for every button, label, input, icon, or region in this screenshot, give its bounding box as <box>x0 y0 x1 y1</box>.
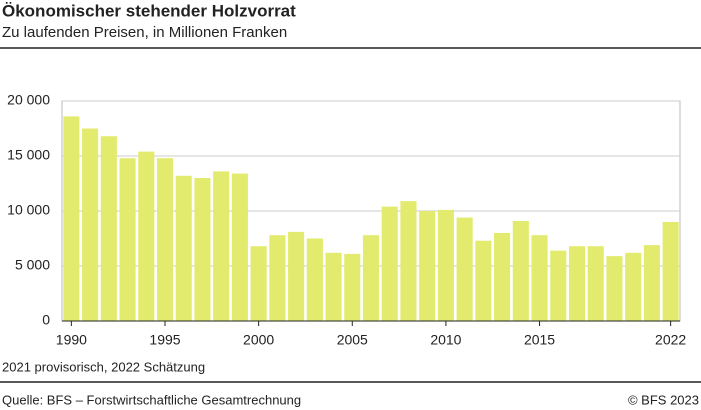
bar <box>250 246 267 321</box>
bar <box>512 220 529 321</box>
bar <box>606 256 623 321</box>
bar <box>138 151 155 321</box>
bar <box>662 222 679 321</box>
bar <box>306 238 323 321</box>
chart-note: 2021 provisorisch, 2022 Schätzung <box>2 359 205 374</box>
y-tick-label: 0 <box>42 312 50 328</box>
bar <box>437 209 454 321</box>
bar <box>550 250 567 321</box>
bar <box>194 178 211 321</box>
y-tick-label: 5 000 <box>15 257 50 273</box>
y-tick-label: 20 000 <box>7 92 50 108</box>
x-tick-label: 2000 <box>243 332 274 348</box>
bar <box>419 211 436 321</box>
bar <box>231 173 248 321</box>
bar <box>175 175 192 321</box>
bar <box>531 235 548 321</box>
bar <box>625 252 642 321</box>
y-tick-label: 10 000 <box>7 202 50 218</box>
bar <box>381 206 398 321</box>
bar <box>288 231 305 321</box>
bar <box>494 233 511 321</box>
y-tick-label: 15 000 <box>7 147 50 163</box>
bar <box>156 158 174 321</box>
x-tick-label: 2005 <box>337 332 368 348</box>
bar <box>362 235 380 321</box>
bar <box>643 245 660 321</box>
x-tick-label: 2015 <box>524 332 555 348</box>
bar <box>119 158 136 321</box>
bar <box>568 246 586 321</box>
x-tick-label: 2022 <box>655 332 686 348</box>
bar <box>269 235 286 321</box>
x-tick-label: 1990 <box>56 332 87 348</box>
bar <box>587 246 604 321</box>
source: Quelle: BFS – Forstwirtschaftliche Gesam… <box>2 392 301 407</box>
x-tick-label: 2010 <box>430 332 461 348</box>
bar <box>63 116 80 322</box>
chart-subtitle: Zu laufenden Preisen, in Millionen Frank… <box>2 24 287 41</box>
bar <box>400 201 417 321</box>
bar <box>344 253 361 321</box>
bar <box>325 252 342 321</box>
copyright: © BFS 2023 <box>628 392 699 407</box>
chart-title: Ökonomischer stehender Holzvorrat <box>2 1 296 20</box>
x-tick-label: 1995 <box>149 332 180 348</box>
bar <box>475 240 492 321</box>
bar <box>213 171 230 321</box>
bar <box>82 128 99 321</box>
bar <box>100 136 117 321</box>
bar <box>456 217 473 321</box>
